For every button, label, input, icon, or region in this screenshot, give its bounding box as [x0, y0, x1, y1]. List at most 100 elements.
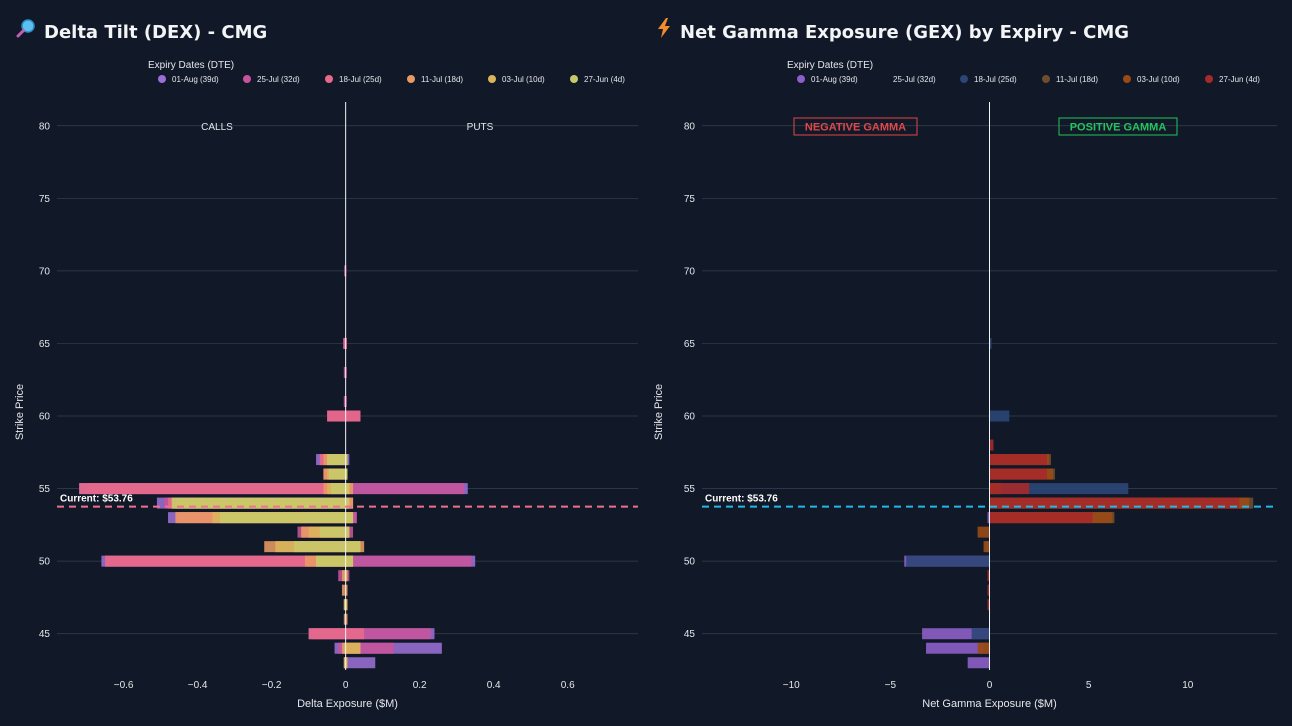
gamma-bar: [989, 337, 992, 349]
gamma-bar: [989, 512, 1093, 524]
y-tick-label: 65: [684, 339, 696, 350]
call-bar: [171, 497, 346, 509]
gamma-bar: [987, 512, 990, 524]
call-bar: [343, 657, 346, 669]
legend-item: 03-Jul (10d): [488, 75, 545, 84]
legend-item: 27-Jun (4d): [1205, 75, 1260, 84]
right-title-text: Net Gamma Exposure (GEX) by Expiry - CMG: [680, 22, 1130, 43]
legend-label: 18-Jul (25d): [339, 75, 382, 84]
gamma-bar: [989, 483, 1129, 495]
x-tick-label: −0.2: [262, 680, 282, 691]
y-tick-label: 45: [39, 629, 51, 640]
x-tick-label: 0.2: [413, 680, 427, 691]
gamma-bar: [989, 439, 994, 451]
call-bar: [343, 337, 346, 349]
legend-title: Expiry Dates (DTE): [148, 60, 234, 71]
call-bar: [327, 410, 346, 422]
y-tick-label: 60: [39, 412, 51, 423]
negative-gamma-text: NEGATIVE GAMMA: [805, 122, 906, 134]
legend-item: 11-Jul (18d): [1042, 75, 1098, 84]
put-bar: [345, 497, 350, 509]
legend-marker: [960, 75, 968, 83]
lightning-icon: [656, 18, 672, 43]
legend-label: 27-Jun (4d): [1219, 75, 1260, 84]
put-bar: [345, 497, 354, 509]
legend-item: 25-Jul (32d): [879, 75, 936, 84]
call-bar: [316, 555, 346, 567]
positive-gamma-label: POSITIVE GAMMA: [1058, 117, 1178, 136]
gamma-exposure-chart: Expiry Dates (DTE) 01-Aug (39d) 25-Jul (32…: [653, 60, 1277, 710]
x-tick-label: 0.4: [487, 680, 501, 691]
y-tick-label: 80: [39, 121, 51, 132]
call-bar: [308, 628, 346, 640]
gamma-bar: [987, 599, 990, 611]
legend-item: 18-Jul (25d): [325, 75, 382, 84]
x-tick-label: 0.6: [561, 680, 575, 691]
put-bar: [345, 526, 354, 538]
legend-marker: [325, 75, 333, 83]
put-bar: [345, 337, 347, 349]
legend-marker: [879, 75, 887, 83]
legend-title: Expiry Dates (DTE): [787, 60, 873, 71]
magnifier-icon: [16, 18, 36, 43]
current-price-label: Current: $53.76: [60, 494, 133, 505]
put-bar: [345, 526, 350, 538]
put-bar: [345, 541, 361, 553]
gamma-bar: [922, 628, 990, 640]
legend-label: 03-Jul (10d): [1137, 75, 1180, 84]
y-tick-label: 70: [39, 266, 51, 277]
gamma-bar: [989, 454, 1047, 466]
gamma-bar: [989, 468, 1047, 480]
positive-gamma-box: [1058, 117, 1178, 136]
legend-label: 18-Jul (25d): [974, 75, 1017, 84]
call-bar: [293, 541, 346, 553]
gamma-bar: [977, 526, 990, 538]
call-bar: [105, 555, 346, 567]
legend-label: 03-Jul (10d): [502, 75, 545, 84]
put-bar: [345, 570, 348, 582]
left-title-text: Delta Tilt (DEX) - CMG: [44, 22, 268, 43]
x-tick-label: −5: [885, 680, 897, 691]
x-tick-label: 10: [1182, 680, 1194, 691]
call-bar: [343, 613, 346, 625]
negative-gamma-box: [793, 117, 918, 136]
put-bar: [345, 642, 361, 654]
gamma-bar: [967, 657, 990, 669]
call-bar: [219, 512, 346, 524]
x-tick-label: −10: [783, 680, 800, 691]
y-axis-title: Strike Price: [14, 384, 26, 440]
put-bar: [345, 599, 348, 611]
put-bar: [345, 512, 354, 524]
y-tick-label: 55: [39, 484, 51, 495]
put-bar: [345, 468, 348, 480]
legend-label: 25-Jul (32d): [893, 75, 936, 84]
y-tick-label: 70: [684, 266, 696, 277]
y-tick-label: 45: [684, 629, 696, 640]
legend-label: 01-Aug (39d): [172, 75, 219, 84]
gamma-bar: [926, 642, 990, 654]
legend-marker: [1205, 75, 1213, 83]
legend-item: 01-Aug (39d): [158, 75, 219, 84]
put-bar: [345, 483, 465, 495]
right-chart-title: Net Gamma Exposure (GEX) by Expiry - CMG: [656, 18, 1129, 43]
gamma-bar: [989, 483, 1030, 495]
legend-marker: [1042, 75, 1050, 83]
put-bar: [345, 657, 376, 669]
put-bar: [345, 657, 348, 669]
legend-item: 03-Jul (10d): [1123, 75, 1180, 84]
put-bar: [345, 410, 361, 422]
x-tick-label: 0: [343, 680, 349, 691]
gamma-bar: [983, 541, 990, 553]
y-tick-label: 80: [684, 121, 696, 132]
call-bar: [327, 454, 346, 466]
gamma-bar: [987, 584, 990, 596]
call-bar: [319, 526, 346, 538]
legend-item: 11-Jul (18d): [407, 75, 463, 84]
put-bar: [345, 454, 348, 466]
put-bar: [345, 642, 394, 654]
legend-label: 25-Jul (32d): [257, 75, 300, 84]
y-tick-label: 50: [684, 557, 696, 568]
y-tick-label: 60: [684, 412, 696, 423]
gamma-bar: [989, 497, 1240, 509]
legend-item: 25-Jul (32d): [243, 75, 300, 84]
